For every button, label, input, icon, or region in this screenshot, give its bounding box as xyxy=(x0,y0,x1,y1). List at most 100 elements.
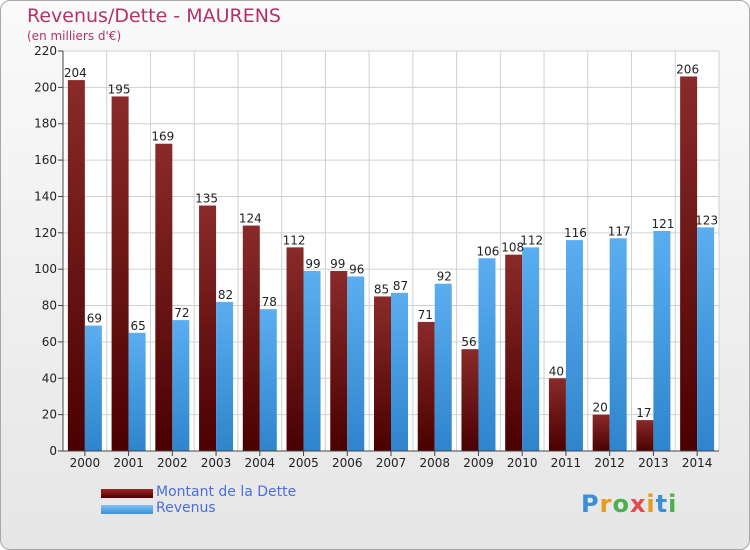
data-label-dette-2001: 195 xyxy=(108,82,131,96)
data-label-revenus-2000: 69 xyxy=(87,312,102,326)
bar-revenus-2001 xyxy=(128,332,146,451)
bar-dette-2006 xyxy=(330,271,348,451)
bar-dette-2007 xyxy=(374,296,391,451)
bar-dette-2008 xyxy=(417,321,435,451)
y-tick-label: 220 xyxy=(34,44,57,58)
y-tick-label: 80 xyxy=(42,299,57,313)
data-label-dette-2000: 204 xyxy=(64,66,87,80)
data-label-dette-2009: 56 xyxy=(461,335,476,349)
data-label-dette-2003: 135 xyxy=(195,192,218,206)
data-label-revenus-2007: 87 xyxy=(393,279,408,293)
logo-letter: i xyxy=(668,490,678,518)
x-tick-label-2008: 2008 xyxy=(419,456,450,470)
x-tick-label-2014: 2014 xyxy=(682,456,713,470)
bar-dette-2009 xyxy=(461,349,479,451)
bar-revenus-2000 xyxy=(84,325,102,451)
x-tick-label-2013: 2013 xyxy=(638,456,669,470)
legend-label-revenus: Revenus xyxy=(156,500,216,516)
data-label-revenus-2010: 112 xyxy=(520,233,543,247)
bar-revenus-2007 xyxy=(391,292,408,451)
y-tick-label: 40 xyxy=(42,371,57,385)
x-tick-label-2002: 2002 xyxy=(157,456,188,470)
bar-revenus-2014 xyxy=(697,227,715,451)
bar-revenus-2008 xyxy=(434,283,452,451)
bar-revenus-2004 xyxy=(259,309,277,451)
bar-revenus-2005 xyxy=(303,271,321,451)
x-tick-label-2011: 2011 xyxy=(551,456,582,470)
bar-dette-2000 xyxy=(67,80,85,451)
bar-revenus-2009 xyxy=(478,258,496,451)
x-tick-label-2005: 2005 xyxy=(288,456,319,470)
x-tick-label-2000: 2000 xyxy=(70,456,101,470)
logo-letter: r xyxy=(599,490,613,518)
data-label-revenus-2004: 78 xyxy=(262,295,277,309)
data-label-revenus-2014: 123 xyxy=(695,213,718,227)
logo-letter: t xyxy=(655,490,669,518)
x-tick-label-2003: 2003 xyxy=(201,456,232,470)
data-label-revenus-2001: 65 xyxy=(130,319,145,333)
x-tick-label-2012: 2012 xyxy=(594,456,625,470)
y-tick-label: 140 xyxy=(34,189,57,203)
data-label-dette-2012: 20 xyxy=(593,401,608,415)
data-label-dette-2002: 169 xyxy=(151,130,174,144)
data-labels: 204 69 195 65 169 72 135 82 124 78 112 99 99 96 85 87 71… xyxy=(64,62,718,420)
chart-title: Revenus/Dette - MAURENS xyxy=(27,5,281,27)
y-tick-label: 0 xyxy=(49,444,57,458)
logo-letter: i xyxy=(646,490,656,518)
y-tick-label: 100 xyxy=(34,262,57,276)
bar-revenus-2003 xyxy=(216,301,234,451)
bar-revenus-2006 xyxy=(347,276,365,451)
bar-dette-2002 xyxy=(155,143,173,451)
data-label-dette-2013: 17 xyxy=(636,406,651,420)
data-label-revenus-2009: 106 xyxy=(477,244,500,258)
bars xyxy=(67,76,715,452)
y-tick-label: 200 xyxy=(34,80,57,94)
bar-revenus-2010 xyxy=(522,247,540,451)
data-label-revenus-2012: 117 xyxy=(608,224,631,238)
proxiti-logo: Proxiti xyxy=(581,490,677,518)
data-label-dette-2011: 40 xyxy=(549,364,564,378)
x-tick-label-2010: 2010 xyxy=(507,456,538,470)
bar-revenus-2013 xyxy=(653,231,671,451)
x-tick-label-2009: 2009 xyxy=(463,456,494,470)
bar-dette-2005 xyxy=(286,247,304,451)
bar-revenus-2002 xyxy=(172,320,190,451)
bar-dette-2003 xyxy=(199,205,217,451)
x-tick-label-2007: 2007 xyxy=(376,456,407,470)
data-label-dette-2014: 206 xyxy=(676,62,699,76)
y-tick-label: 180 xyxy=(34,117,57,131)
legend-swatch-dette xyxy=(101,489,153,498)
y-tick-label: 120 xyxy=(34,226,57,240)
data-label-dette-2008: 71 xyxy=(418,308,433,322)
data-label-revenus-2003: 82 xyxy=(218,288,233,302)
y-tick-label: 60 xyxy=(42,335,57,349)
x-tick-label-2006: 2006 xyxy=(332,456,363,470)
data-label-revenus-2013: 121 xyxy=(651,217,674,231)
data-label-revenus-2005: 99 xyxy=(305,257,320,271)
bar-dette-2001 xyxy=(111,96,129,452)
data-label-dette-2006: 99 xyxy=(330,257,345,271)
data-label-dette-2007: 85 xyxy=(374,282,389,296)
y-tick-label: 160 xyxy=(34,153,57,167)
data-label-revenus-2008: 92 xyxy=(437,270,452,284)
data-label-dette-2004: 124 xyxy=(239,212,262,226)
y-tick-label: 20 xyxy=(42,408,57,422)
bar-dette-2011 xyxy=(548,378,566,451)
bar-dette-2014 xyxy=(680,76,698,452)
bar-dette-2010 xyxy=(505,254,523,451)
bar-dette-2004 xyxy=(242,225,260,451)
data-label-revenus-2006: 96 xyxy=(349,262,364,276)
data-label-revenus-2011: 116 xyxy=(564,226,587,240)
x-tick-label-2004: 2004 xyxy=(245,456,276,470)
x-tick-label-2001: 2001 xyxy=(113,456,144,470)
legend-swatch-revenus xyxy=(101,505,153,514)
data-label-dette-2010: 108 xyxy=(501,241,524,255)
logo-letter: P xyxy=(581,490,600,518)
bar-dette-2012 xyxy=(592,414,610,451)
bar-dette-2013 xyxy=(636,420,654,451)
bar-revenus-2012 xyxy=(609,238,627,451)
logo-letter: o xyxy=(612,490,630,518)
chart-subtitle: (en milliers d'€) xyxy=(27,29,122,43)
